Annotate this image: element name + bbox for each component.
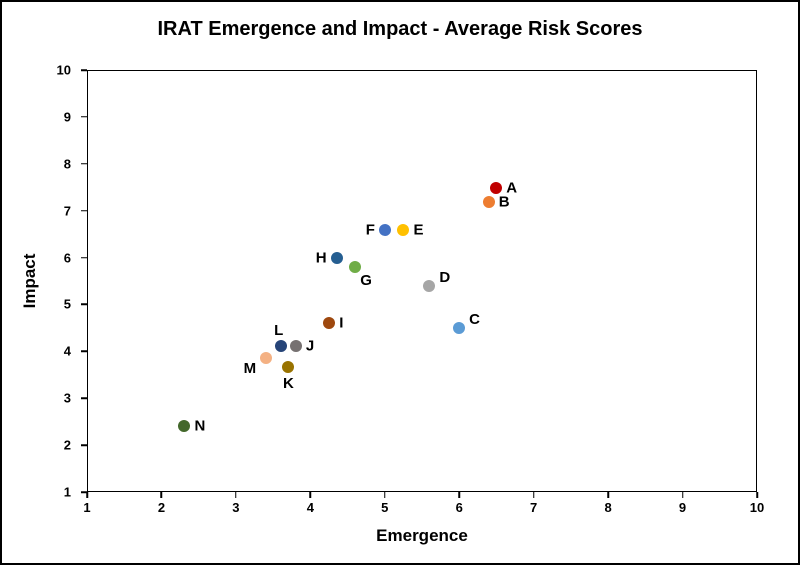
y-axis-title: Impact xyxy=(20,253,39,309)
point-marker xyxy=(349,261,362,273)
point-marker xyxy=(423,279,436,292)
x-tick-label: 2 xyxy=(157,500,166,515)
y-tick-label: 4 xyxy=(63,343,71,359)
point-marker xyxy=(323,317,336,329)
x-axis-title: Emergence xyxy=(376,526,468,545)
x-tick-mark xyxy=(532,492,535,498)
x-tick-label: 6 xyxy=(455,500,463,515)
y-tick-mark xyxy=(81,116,87,118)
y-tick-label: 3 xyxy=(63,390,71,406)
y-tick-label: 1 xyxy=(63,484,71,500)
y-axis-ticks: 1 2 3 4 5 6 7 8 9 10 xyxy=(42,63,87,500)
chart-title: IRAT Emergence and Impact - Average Risk… xyxy=(157,18,643,40)
y-tick-mark xyxy=(81,256,87,259)
point-label: J xyxy=(305,337,315,355)
point-label: C xyxy=(469,310,480,328)
y-tick-mark xyxy=(81,350,87,353)
point-label: I xyxy=(339,314,344,332)
y-tick-label: 10 xyxy=(56,62,71,78)
point-label: K xyxy=(282,375,294,393)
point-label: L xyxy=(274,322,284,340)
x-tick-mark xyxy=(86,492,88,498)
y-tick-mark xyxy=(81,163,87,165)
x-axis-ticks: 1 2 3 4 5 6 7 8 9 10 xyxy=(83,492,764,520)
x-tick-label: 4 xyxy=(306,500,314,515)
x-tick-label: 5 xyxy=(381,500,389,515)
x-tick-mark xyxy=(309,492,312,498)
point-label: D xyxy=(439,268,451,286)
y-tick-label: 8 xyxy=(63,156,71,172)
x-tick-mark xyxy=(756,492,758,498)
x-tick-mark xyxy=(681,492,684,498)
point-label: E xyxy=(413,221,424,239)
x-tick-mark xyxy=(384,492,386,498)
point-marker xyxy=(274,340,287,353)
y-tick-label: 5 xyxy=(63,296,71,312)
point-marker xyxy=(453,321,466,334)
point-label: A xyxy=(506,179,518,197)
x-tick-label: 7 xyxy=(530,500,538,515)
x-tick-mark xyxy=(607,492,609,498)
point-label: F xyxy=(365,221,375,239)
y-tick-label: 6 xyxy=(63,250,71,266)
y-tick-mark xyxy=(81,397,87,399)
point-marker xyxy=(482,195,495,208)
point-marker xyxy=(289,340,302,353)
point-marker xyxy=(397,223,410,236)
point-label: N xyxy=(194,417,206,435)
point-label: B xyxy=(498,193,510,211)
point-marker xyxy=(178,419,191,432)
y-tick-label: 7 xyxy=(63,203,71,219)
point-label: H xyxy=(315,249,327,267)
x-tick-mark xyxy=(235,492,237,498)
point-marker xyxy=(490,181,503,194)
y-tick-mark xyxy=(81,444,87,446)
point-marker xyxy=(282,361,295,374)
x-tick-mark xyxy=(458,492,460,498)
y-tick-mark xyxy=(81,491,87,493)
x-tick-label: 1 xyxy=(83,500,91,515)
y-tick-label: 2 xyxy=(63,437,71,453)
y-tick-label: 9 xyxy=(63,109,71,125)
x-tick-label: 9 xyxy=(678,500,687,515)
x-tick-label: 10 xyxy=(749,500,765,515)
y-tick-mark xyxy=(81,303,87,306)
x-tick-mark xyxy=(160,492,163,498)
x-tick-label: 3 xyxy=(232,500,240,515)
y-tick-mark xyxy=(81,69,87,71)
y-tick-mark xyxy=(81,209,87,212)
point-marker xyxy=(330,251,343,264)
x-tick-label: 8 xyxy=(604,500,612,515)
point-label: M xyxy=(243,360,257,377)
point-marker xyxy=(260,352,273,364)
point-label: G xyxy=(360,272,372,289)
point-marker xyxy=(378,223,391,236)
